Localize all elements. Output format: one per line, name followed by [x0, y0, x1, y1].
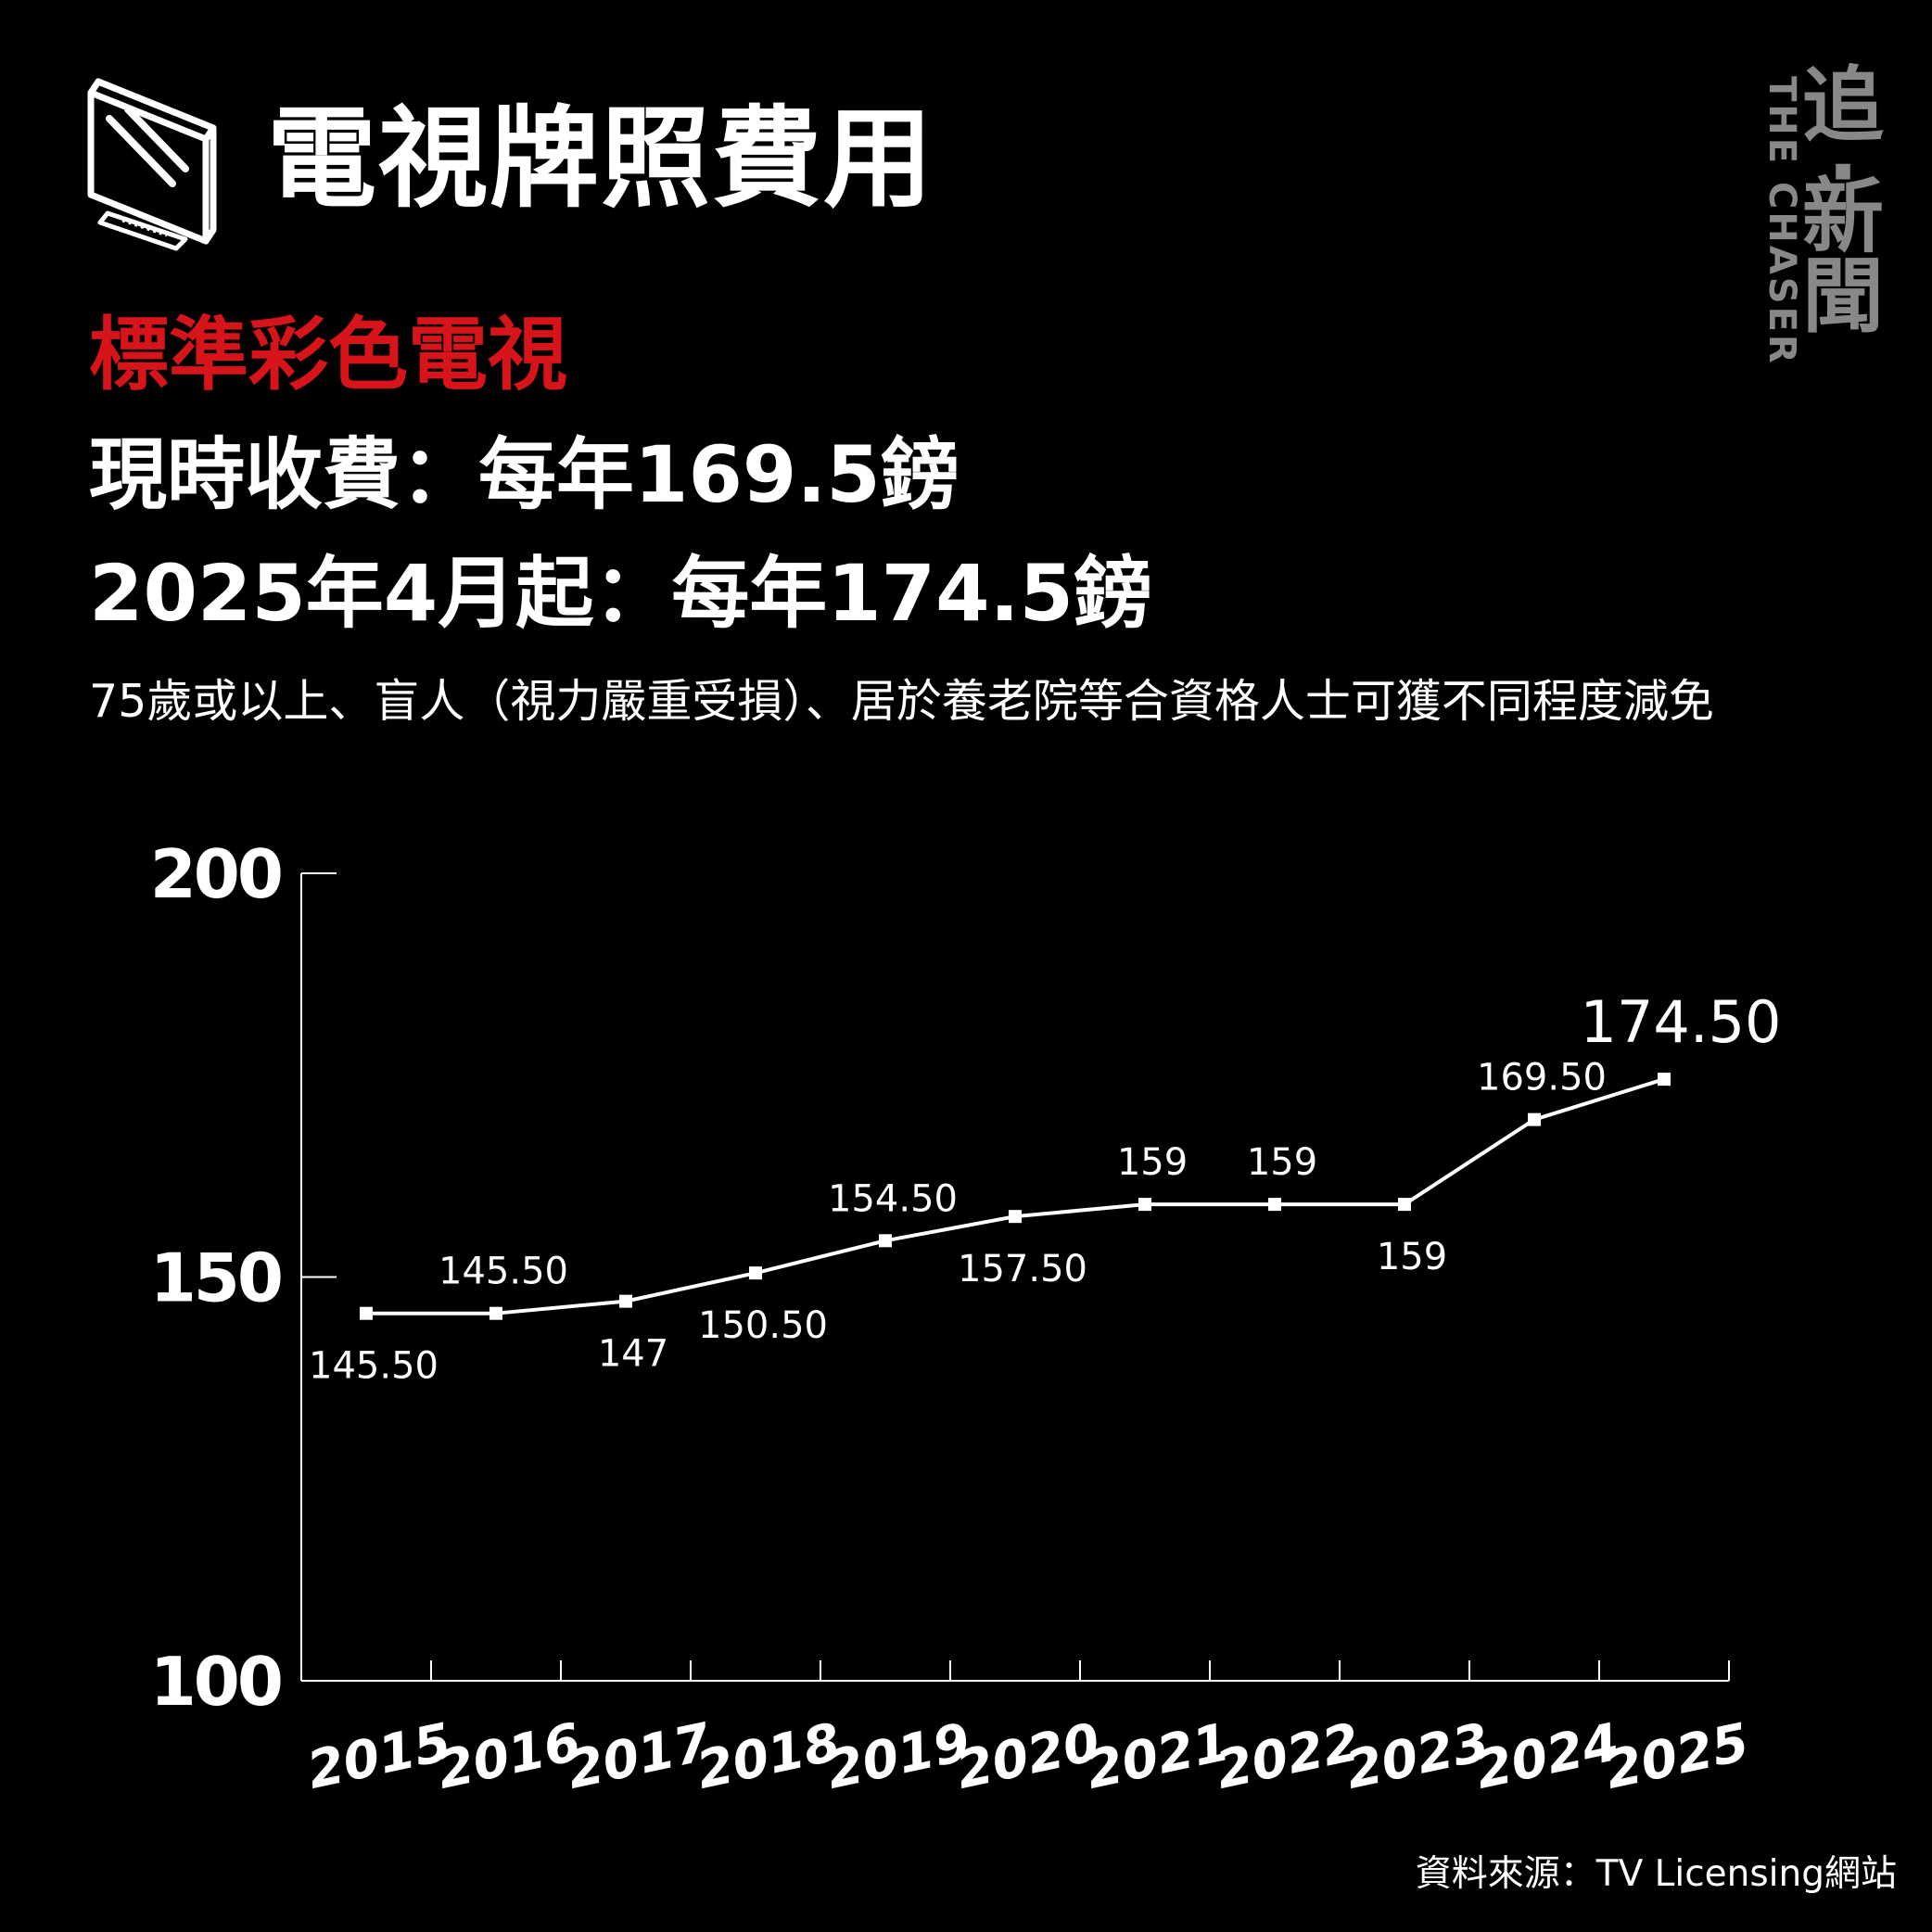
logo-dot: · — [1827, 124, 1859, 220]
page-title: 電視牌照費用 — [267, 95, 935, 222]
data-point — [879, 1234, 892, 1248]
data-point — [619, 1294, 632, 1308]
logo-char-top: 追 — [1801, 57, 1884, 153]
subtitle: 標準彩色電視 — [89, 309, 567, 401]
brand-logo: 追 · 新 聞 THE CHASER — [1748, 57, 1888, 366]
data-label: 145.50 — [439, 1251, 568, 1293]
y-tick-label: 150 — [150, 1239, 281, 1317]
data-label: 174.50 — [1581, 988, 1782, 1056]
x-tick-label: 2025 — [1600, 1712, 1754, 1801]
data-point — [1398, 1198, 1411, 1212]
data-label: 159 — [1117, 1141, 1188, 1184]
data-label: 169.50 — [1477, 1057, 1607, 1099]
data-point — [489, 1306, 502, 1320]
data-point — [749, 1266, 762, 1280]
x-tick-label: 2017 — [562, 1712, 716, 1801]
logo-english: THE CHASER — [1760, 76, 1803, 366]
current-fee: 現時收費：每年169.5鎊 — [89, 429, 959, 520]
concession-note: 75歲或以上、盲人（視力嚴重受損）、居於養老院等合資格人士可獲不同程度減免 — [89, 675, 1714, 728]
y-tick-label: 100 — [150, 1643, 281, 1721]
tv-icon — [87, 78, 217, 251]
data-label: 159 — [1247, 1141, 1317, 1184]
x-tick-label: 2024 — [1470, 1712, 1624, 1801]
data-label: 145.50 — [309, 1345, 439, 1388]
x-tick-label: 2016 — [432, 1712, 586, 1801]
x-tick-label: 2022 — [1211, 1712, 1365, 1801]
x-tick-label: 2021 — [1081, 1712, 1235, 1801]
x-tick-label: 2023 — [1341, 1712, 1494, 1801]
data-point — [1138, 1198, 1151, 1212]
data-label: 150.50 — [698, 1304, 828, 1347]
x-tick-label: 2015 — [302, 1712, 456, 1801]
data-point — [1009, 1210, 1022, 1224]
data-label: 159 — [1377, 1236, 1447, 1278]
new-fee: 2025年4月起：每年174.5鎊 — [89, 548, 1151, 639]
data-label: 157.50 — [958, 1248, 1087, 1290]
line-chart: 1001502002015201620172018201920202021202… — [150, 835, 1782, 1801]
data-point — [1528, 1112, 1541, 1126]
logo-char-bottom: 聞 — [1801, 248, 1884, 344]
data-point — [1268, 1198, 1281, 1212]
x-tick-label: 2018 — [692, 1712, 845, 1801]
data-point — [360, 1306, 373, 1320]
data-label: 154.50 — [828, 1177, 958, 1220]
source-note: 資料來源：TV Licensing網站 — [1415, 1853, 1897, 1895]
x-tick-label: 2019 — [821, 1712, 975, 1801]
data-point — [1658, 1073, 1671, 1087]
x-tick-label: 2020 — [951, 1712, 1105, 1801]
logo-char-mid: 新 — [1801, 169, 1884, 264]
data-label: 147 — [598, 1333, 668, 1376]
y-tick-label: 200 — [150, 835, 281, 913]
